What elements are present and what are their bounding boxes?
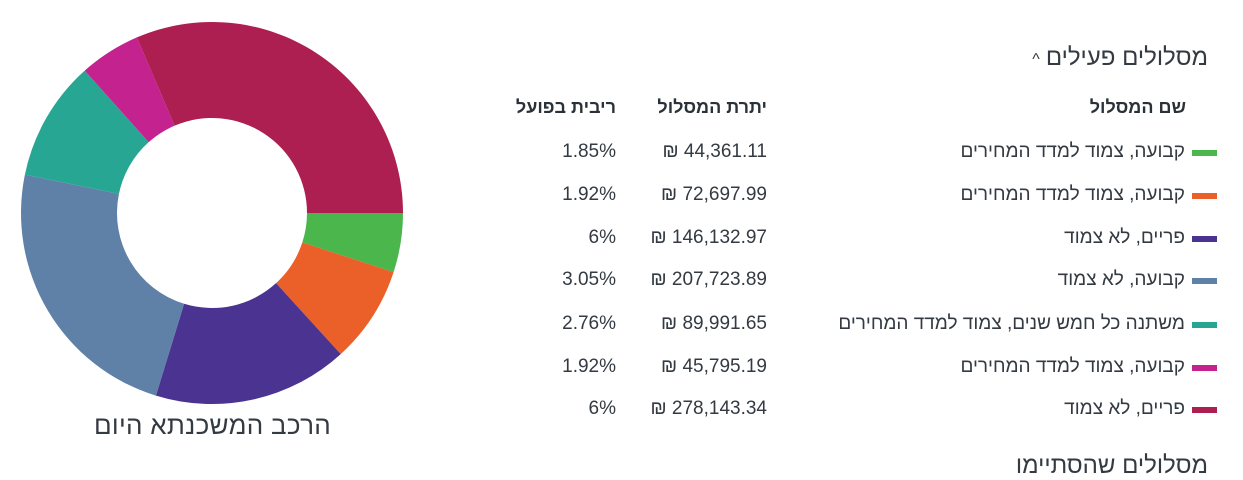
- column-header-balance: יתרת המסלול: [657, 97, 767, 117]
- table-row: פריים, לא צמוד ₪ 146,132.97 6%: [0, 227, 1243, 257]
- legend-swatch-icon: [1192, 407, 1217, 413]
- track-rate: 1.85%: [562, 141, 616, 162]
- legend-swatch-icon: [1192, 365, 1217, 371]
- track-name: קבועה, צמוד למדד המחירים: [960, 141, 1185, 162]
- column-header-rate: ריבית בפועל: [515, 97, 616, 117]
- legend-swatch-icon: [1192, 150, 1217, 156]
- track-rate: 1.92%: [562, 184, 616, 205]
- column-header-track-name: שם המסלול: [1089, 97, 1186, 117]
- table-row: קבועה, לא צמוד ₪ 207,723.89 3.05%: [0, 269, 1243, 299]
- completed-tracks-section-toggle[interactable]: מסלולים שהסתיימו: [1015, 452, 1208, 479]
- donut-slice[interactable]: [136, 22, 403, 214]
- track-balance: ₪ 44,361.11: [662, 141, 767, 162]
- track-rate: 6%: [588, 227, 616, 248]
- track-balance: ₪ 278,143.34: [650, 398, 767, 419]
- legend-swatch-icon: [1192, 278, 1217, 284]
- chart-caption: הרכב המשכנתא היום: [93, 410, 332, 440]
- section-title: מסלולים פעילים: [1045, 44, 1208, 71]
- legend-swatch-icon: [1192, 193, 1217, 199]
- donut-slice[interactable]: [84, 37, 175, 143]
- chevron-up-icon: ^: [1032, 51, 1040, 68]
- donut-slice[interactable]: [155, 283, 341, 404]
- legend-swatch-icon: [1192, 322, 1217, 328]
- table-row: משתנה כל חמש שנים, צמוד למדד המחירים ₪ 8…: [0, 313, 1243, 343]
- table-row: קבועה, צמוד למדד המחירים ₪ 45,795.19 1.9…: [0, 356, 1243, 386]
- tracks-table: שם המסלול יתרת המסלול ריבית בפועל קבועה,…: [0, 97, 1243, 428]
- track-balance: ₪ 72,697.99: [661, 184, 767, 205]
- track-name: קבועה, צמוד למדד המחירים: [960, 356, 1185, 377]
- track-rate: 3.05%: [562, 269, 616, 290]
- track-name: קבועה, לא צמוד: [1057, 269, 1185, 290]
- donut-slice[interactable]: [276, 242, 394, 355]
- donut-chart: [20, 22, 403, 404]
- track-name: פריים, לא צמוד: [1064, 398, 1185, 419]
- track-balance: ₪ 89,991.65: [661, 313, 767, 334]
- legend-swatch-icon: [1192, 236, 1217, 242]
- track-rate: 6%: [588, 398, 616, 419]
- track-balance: ₪ 207,723.89: [650, 269, 767, 290]
- mortgage-composition-chart: הרכב המשכנתא היום: [0, 0, 425, 463]
- track-rate: 2.76%: [562, 313, 616, 334]
- track-rate: 1.92%: [562, 356, 616, 377]
- donut-slice[interactable]: [24, 70, 149, 194]
- table-row: קבועה, צמוד למדד המחירים ₪ 44,361.11 1.8…: [0, 141, 1243, 171]
- track-name: קבועה, צמוד למדד המחירים: [960, 184, 1185, 205]
- table-row: קבועה, צמוד למדד המחירים ₪ 72,697.99 1.9…: [0, 184, 1243, 214]
- donut-slice[interactable]: [302, 213, 403, 273]
- table-row: פריים, לא צמוד ₪ 278,143.34 6%: [0, 398, 1243, 428]
- track-balance: ₪ 146,132.97: [650, 227, 767, 248]
- track-balance: ₪ 45,795.19: [661, 356, 767, 377]
- track-name: פריים, לא צמוד: [1064, 227, 1185, 248]
- donut-slice[interactable]: [20, 174, 185, 396]
- track-name: משתנה כל חמש שנים, צמוד למדד המחירים: [838, 313, 1185, 334]
- active-tracks-section-toggle[interactable]: מסלולים פעילים ^: [1032, 44, 1208, 72]
